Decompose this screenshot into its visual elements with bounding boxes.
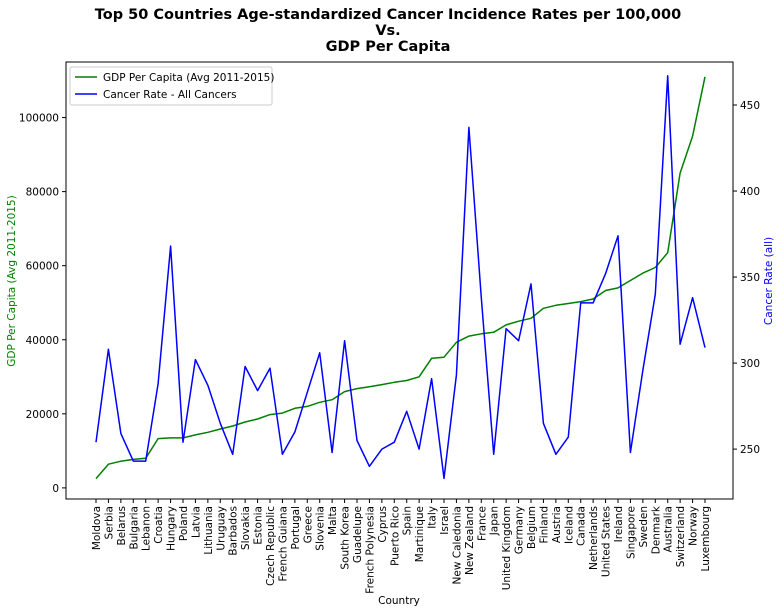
x-tick-label: Israel — [439, 506, 451, 535]
plot-area — [65, 61, 734, 500]
x-tick-label: Norway — [688, 506, 700, 546]
x-tick-label: Australia — [663, 506, 675, 552]
legend-label-gdp: GDP Per Capita (Avg 2011-2015) — [103, 72, 274, 84]
x-tick-label: Barbados — [228, 506, 240, 556]
x-tick-label: Spain — [402, 506, 414, 535]
legend-box — [69, 66, 273, 106]
x-tick-label: Puerto Rico — [389, 506, 401, 566]
chart-title-line-1: Top 50 Countries Age-standardized Cancer… — [95, 7, 681, 23]
chart-title-line-2: Vs. — [375, 23, 400, 39]
x-tick-label: Singapore — [625, 506, 637, 559]
x-tick-label: Hungary — [166, 506, 178, 551]
legend-label-cancer: Cancer Rate - All Cancers — [103, 89, 237, 101]
x-tick-label: Uruguay — [215, 506, 227, 551]
x-tick-label: Denmark — [650, 505, 662, 554]
left-tick-label: 40000 — [26, 335, 59, 347]
series-group — [95, 75, 706, 480]
y-axis-label-left: GDP Per Capita (Avg 2011-2015) — [6, 195, 18, 366]
x-tick-label: United Kingdom — [501, 506, 513, 590]
right-tick-label: 300 — [740, 358, 760, 370]
x-tick-label: Luxembourg — [700, 506, 712, 571]
x-tick-label: Finland — [538, 506, 550, 544]
x-tick-label: Switzerland — [675, 506, 687, 567]
series-line-gdp — [95, 76, 706, 480]
left-tick-label: 60000 — [26, 261, 59, 273]
left-tick-label: 20000 — [26, 409, 59, 421]
x-tick-label: Lebanon — [141, 506, 153, 551]
series-line-cancer — [95, 75, 706, 480]
x-tick-label: Guadelupe — [352, 506, 364, 563]
x-tick-label: Austria — [551, 506, 563, 543]
x-tick-label: Latvia — [190, 506, 202, 538]
x-tick-label: Serbia — [103, 506, 115, 539]
x-tick-label: South Korea — [340, 506, 352, 570]
left-tick-label: 80000 — [26, 187, 59, 199]
x-tick-label: Slovenia — [315, 506, 327, 551]
right-tick-label: 450 — [740, 100, 760, 112]
x-tick-label: Poland — [178, 506, 190, 541]
x-tick-label: Portugal — [290, 506, 302, 550]
x-tick-label: Croatia — [153, 506, 165, 544]
x-tick-label: Netherlands — [588, 506, 600, 570]
right-tick-label: 400 — [740, 186, 760, 198]
x-tick-label: Germany — [514, 506, 526, 554]
right-tick-label: 350 — [740, 272, 760, 284]
x-tick-label: French Guiana — [277, 506, 289, 581]
x-tick-label: Japan — [489, 506, 501, 536]
x-tick-label: Malta — [327, 506, 339, 535]
x-tick-label: Greece — [302, 506, 314, 543]
x-tick-label: France — [476, 506, 488, 541]
left-axis: 0 20000 40000 60000 80000 100000 — [19, 113, 66, 495]
x-axis: Moldova Serbia Belarus Bulgaria Lebanon Croat… — [91, 499, 712, 594]
x-tick-label: Czech Republic — [265, 506, 277, 586]
x-tick-label: Lithuania — [203, 506, 215, 555]
right-axis: 250 300 350 400 450 — [733, 100, 760, 456]
x-axis-label: Country — [378, 595, 420, 607]
x-tick-label: Belgium — [526, 506, 538, 549]
x-tick-label: Cyprus — [377, 506, 389, 543]
x-tick-label: Canada — [576, 506, 588, 546]
right-tick-label: 250 — [740, 444, 760, 456]
x-tick-label: Italy — [427, 506, 439, 529]
x-tick-label: United States — [601, 506, 613, 577]
x-tick-label: Estonia — [253, 506, 265, 545]
x-tick-label: French Polynesia — [364, 506, 376, 594]
left-tick-label: 100000 — [19, 113, 59, 125]
x-tick-label: Belarus — [116, 506, 128, 545]
x-tick-label: Sweden — [638, 506, 650, 548]
x-tick-label: New Caledonia — [451, 506, 463, 584]
x-tick-label: New Zealand — [464, 506, 476, 575]
legend: GDP Per Capita (Avg 2011-2015) Cancer Ra… — [69, 66, 274, 106]
x-tick-label: Martinique — [414, 506, 426, 562]
x-tick-label: Moldova — [91, 506, 103, 550]
x-tick-label: Iceland — [563, 506, 575, 544]
y-axis-label-right: Cancer Rate (all) — [763, 237, 775, 325]
left-tick-label: 0 — [52, 483, 59, 495]
x-tick-label: Slovakia — [240, 506, 252, 550]
chart-title-line-3: GDP Per Capita — [326, 39, 451, 55]
x-tick-label: Ireland — [613, 506, 625, 542]
x-tick-label: Bulgaria — [128, 506, 140, 550]
